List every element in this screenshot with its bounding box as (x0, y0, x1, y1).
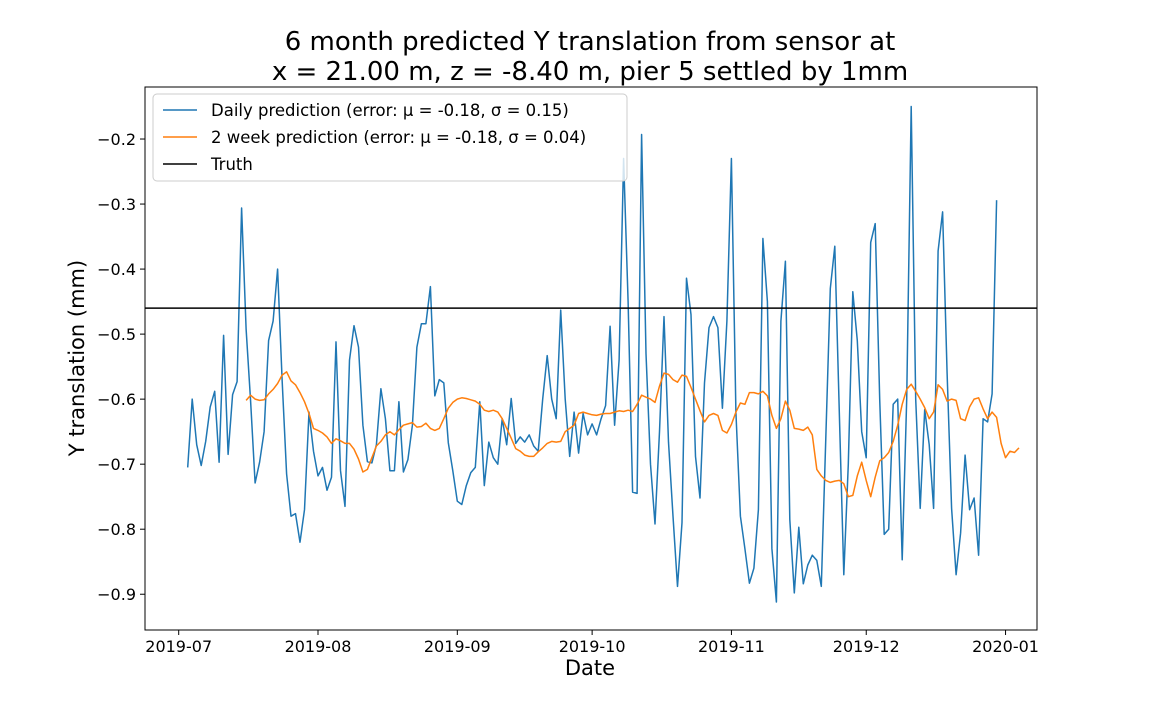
x-tick-label: 2019-12 (833, 637, 900, 656)
x-tick-label: 2019-09 (424, 637, 491, 656)
two-week-prediction-line (245, 371, 1020, 498)
y-tick-label: −0.6 (97, 390, 136, 409)
y-tick-label: −0.3 (97, 195, 136, 214)
legend-label-daily: Daily prediction (error: μ = -0.18, σ = … (211, 101, 569, 120)
daily-prediction-line (186, 105, 998, 603)
x-tick-label: 2020-01 (972, 637, 1039, 656)
y-axis-label: Y translation (mm) (65, 260, 89, 457)
y-tick-label: −0.2 (97, 130, 136, 149)
chart-title-line-2: x = 21.00 m, z = -8.40 m, pier 5 settled… (272, 57, 908, 87)
x-tick-label: 2019-08 (285, 637, 352, 656)
y-tick-label: −0.4 (97, 260, 136, 279)
y-tick-label: −0.8 (97, 520, 136, 539)
plot-frame (144, 86, 1038, 631)
x-tick-label: 2019-07 (145, 637, 212, 656)
plot-area (145, 105, 1037, 603)
legend-label-2week: 2 week prediction (error: μ = -0.18, σ =… (211, 128, 586, 147)
y-tick-label: −0.5 (97, 325, 136, 344)
y-tick-label: −0.7 (97, 455, 136, 474)
axis-ticks: 2019-07 2019-08 2019-09 2019-10 2019-11 2019-… (97, 130, 1039, 656)
legend-box (152, 93, 628, 182)
x-tick-label: 2019-10 (559, 637, 626, 656)
y-tick-label: −0.9 (97, 585, 136, 604)
x-tick-label: 2019-11 (698, 637, 765, 656)
legend-label-truth: Truth (210, 155, 253, 174)
chart-title-line-1: 6 month predicted Y translation from sen… (285, 27, 896, 57)
legend: Daily prediction (error: μ = -0.18, σ = … (152, 93, 628, 182)
x-axis-label: Date (565, 656, 615, 680)
